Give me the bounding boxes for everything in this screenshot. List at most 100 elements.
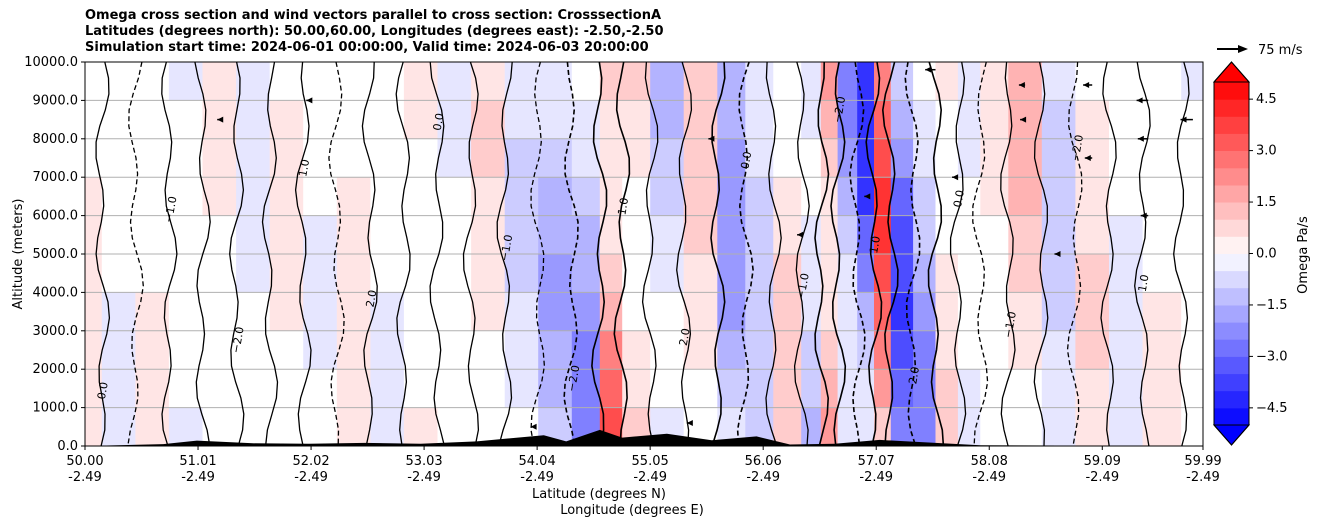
omega-cell bbox=[504, 138, 539, 178]
contour-line bbox=[1134, 62, 1151, 446]
omega-cell bbox=[980, 407, 1009, 446]
omega-cell bbox=[957, 369, 981, 409]
y-tick-label: 8000.0 bbox=[33, 132, 79, 147]
x-tick-label-lat: 52.02 bbox=[292, 454, 329, 469]
omega-cell bbox=[683, 62, 718, 101]
omega-cell bbox=[370, 407, 405, 446]
omega-cell bbox=[745, 215, 774, 255]
omega-cell bbox=[370, 100, 405, 140]
omega-cell bbox=[538, 62, 573, 101]
omega-cell bbox=[957, 215, 981, 255]
colorbar-segment bbox=[1214, 390, 1249, 409]
x-tick-label-lon: -2.49 bbox=[294, 470, 328, 485]
contour-line bbox=[830, 62, 847, 446]
omega-cell bbox=[683, 177, 718, 217]
y-tick-label: 0.0 bbox=[57, 439, 78, 454]
wind-vector-head bbox=[686, 419, 693, 426]
omega-cell bbox=[135, 330, 170, 370]
omega-cell bbox=[571, 138, 601, 178]
omega-cell bbox=[403, 369, 439, 409]
omega-cell bbox=[650, 138, 685, 178]
omega-cell bbox=[980, 254, 1009, 293]
y-tick-label: 6000.0 bbox=[33, 209, 79, 224]
omega-cell bbox=[370, 215, 405, 255]
colorbar-segment bbox=[1214, 82, 1249, 100]
omega-cell bbox=[874, 369, 892, 409]
omega-cell bbox=[801, 407, 822, 446]
omega-cell bbox=[336, 138, 371, 178]
omega-cell bbox=[913, 330, 937, 370]
contour-label: 0.0 bbox=[738, 151, 754, 170]
colorbar-tick-label: 4.5 bbox=[1256, 92, 1277, 107]
omega-cell bbox=[504, 254, 539, 293]
contour-labels: 0.0 −1.0 −2.0 1.0 2.0 0.0 −1.0 −2.0 1.0 2.0 0.0 −1.… bbox=[95, 95, 1152, 400]
omega-cell bbox=[1142, 369, 1182, 409]
omega-cell bbox=[471, 254, 506, 293]
omega-cell bbox=[890, 254, 914, 293]
colorbar-tick-label: 3.0 bbox=[1256, 144, 1277, 159]
omega-cell bbox=[1142, 62, 1182, 101]
contour-line bbox=[328, 62, 345, 446]
omega-cell bbox=[599, 215, 623, 255]
omega-cell bbox=[745, 100, 774, 140]
omega-cell bbox=[1142, 177, 1182, 217]
omega-cell bbox=[957, 407, 981, 446]
omega-cell bbox=[935, 138, 959, 178]
omega-cell bbox=[336, 177, 371, 217]
colorbar-extend-min bbox=[1212, 424, 1251, 446]
contour-label: −2.0 bbox=[229, 326, 246, 355]
omega-cell bbox=[202, 292, 237, 332]
contour-label: −1.0 bbox=[794, 272, 811, 301]
omega-cell bbox=[437, 330, 472, 370]
omega-cell bbox=[1109, 330, 1144, 370]
omega-cell bbox=[85, 215, 103, 255]
x-tick-label-lat: 50.00 bbox=[66, 454, 103, 469]
omega-cell bbox=[1181, 254, 1203, 293]
omega-cell bbox=[1109, 369, 1144, 409]
contour-line bbox=[1033, 62, 1049, 446]
contour-label: 1.0 bbox=[296, 158, 312, 177]
omega-cell bbox=[336, 62, 371, 101]
contour-line bbox=[641, 62, 659, 446]
omega-cell bbox=[1041, 254, 1076, 293]
quiver-key: 75 m/s bbox=[1217, 43, 1303, 58]
y-tick-label: 5000.0 bbox=[33, 247, 79, 262]
contour-label: −2.0 bbox=[565, 364, 582, 393]
omega-cell bbox=[745, 254, 774, 293]
omega-cell bbox=[370, 330, 405, 370]
omega-cell bbox=[857, 215, 875, 255]
omega-cell bbox=[1008, 369, 1043, 409]
omega-cell bbox=[269, 330, 304, 370]
x-tick-label-lon: -2.49 bbox=[181, 470, 215, 485]
contour-line bbox=[927, 62, 945, 446]
wind-vector-head bbox=[530, 423, 537, 430]
contour-line bbox=[496, 62, 513, 446]
x-tick-label-lat: 59.99 bbox=[1184, 454, 1221, 469]
colorbar-segment bbox=[1214, 116, 1249, 134]
omega-cell bbox=[236, 177, 271, 217]
omega-cell bbox=[135, 407, 170, 446]
omega-cell bbox=[101, 62, 136, 101]
contour-line bbox=[261, 62, 279, 446]
colorbar-segment bbox=[1214, 202, 1249, 220]
omega-cell bbox=[801, 369, 822, 409]
wind-vector-head bbox=[1020, 116, 1027, 123]
omega-cell bbox=[837, 407, 858, 446]
omega-cell bbox=[437, 292, 472, 332]
omega-cell bbox=[801, 330, 822, 370]
omega-cell bbox=[269, 100, 304, 140]
omega-cell bbox=[85, 369, 103, 409]
omega-cell bbox=[85, 407, 103, 446]
omega-cell bbox=[622, 138, 651, 178]
omega-cell bbox=[773, 177, 802, 217]
omega-cell bbox=[303, 254, 338, 293]
omega-cell bbox=[1181, 62, 1203, 101]
x-tick-label-lon: -2.49 bbox=[68, 470, 102, 485]
omega-cell bbox=[370, 369, 405, 409]
omega-cell bbox=[135, 254, 170, 293]
omega-cell bbox=[236, 407, 271, 446]
omega-cell bbox=[820, 254, 839, 293]
y-axis: 0.0 1000.0 2000.0 3000.0 4000.0 5000.0 6000.0 7… bbox=[24, 55, 85, 454]
contour-line bbox=[194, 62, 211, 446]
